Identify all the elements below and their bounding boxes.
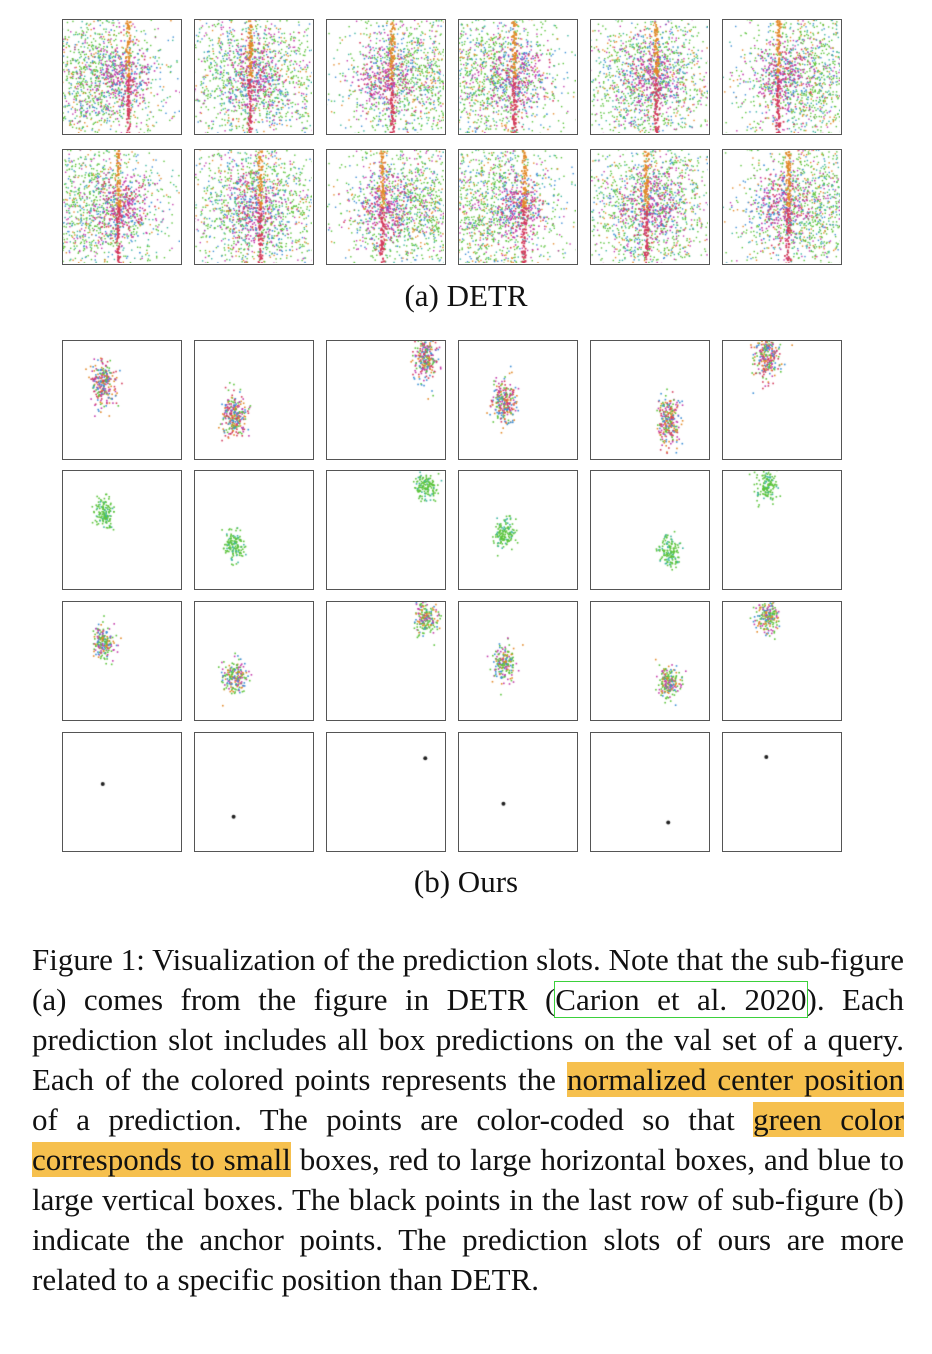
detr-slot-r2c6: [722, 149, 842, 265]
detr-slot-r2c4: [458, 149, 578, 265]
ours-slot-r3c6: [722, 601, 842, 721]
caption-middle-2: of a prediction. The points are color-co…: [32, 1102, 754, 1137]
ours-slot-r1c1: [62, 340, 182, 460]
caption-lead: Figure 1: Visualization of the predictio…: [32, 942, 904, 1017]
subfigure-b-label: (b) Ours: [413, 864, 519, 899]
ours-slot-r3c5: [590, 601, 710, 721]
ours-slot-r1c4: [458, 340, 578, 460]
ours-slot-r4c3: [326, 732, 446, 852]
ours-slot-r4c5: [590, 732, 710, 852]
ours-slot-r2c1: [62, 470, 182, 590]
detr-slot-r1c3: [326, 19, 446, 135]
ours-slot-r1c3: [326, 340, 446, 460]
detr-slot-r2c1: [62, 149, 182, 265]
citation-author: Carion et al.: [555, 982, 728, 1017]
ours-slot-r1c6: [722, 340, 842, 460]
ours-slot-r2c3: [326, 470, 446, 590]
ours-slot-r4c1: [62, 732, 182, 852]
citation-link[interactable]: Carion et al. 2020: [554, 981, 808, 1018]
caption-middle-1: ). Each prediction slot includes all box…: [32, 982, 905, 1097]
ours-slot-r4c4: [458, 732, 578, 852]
ours-slot-r2c4: [458, 470, 578, 590]
caption-highlight-1: normalized center position: [566, 1062, 904, 1097]
detr-slot-r1c5: [590, 19, 710, 135]
detr-slot-r2c5: [590, 149, 710, 265]
subfigure-b: [0, 330, 932, 910]
ours-slot-r1c2: [194, 340, 314, 460]
detr-slot-r1c4: [458, 19, 578, 135]
ours-slot-r2c2: [194, 470, 314, 590]
ours-slot-r3c2: [194, 601, 314, 721]
ours-slot-r4c6: [722, 732, 842, 852]
detr-slot-r2c2: [194, 149, 314, 265]
ours-slot-r2c5: [590, 470, 710, 590]
citation-year: 2020: [744, 982, 807, 1017]
detr-slot-r1c1: [62, 19, 182, 135]
ours-slot-r1c5: [590, 340, 710, 460]
subfigure-a: [0, 0, 932, 330]
caption-tail: boxes, red to large horizontal boxes, an…: [32, 1142, 904, 1297]
subfigure-a-label: (a) DETR: [404, 278, 528, 313]
ours-slot-r2c6: [722, 470, 842, 590]
detr-slot-r1c2: [194, 19, 314, 135]
ours-slot-r3c1: [62, 601, 182, 721]
figure-caption: Figure 1: Visualization of the predictio…: [32, 940, 904, 1300]
ours-slot-r3c3: [326, 601, 446, 721]
detr-slot-r1c6: [722, 19, 842, 135]
detr-slot-r2c3: [326, 149, 446, 265]
ours-slot-r4c2: [194, 732, 314, 852]
ours-slot-r3c4: [458, 601, 578, 721]
